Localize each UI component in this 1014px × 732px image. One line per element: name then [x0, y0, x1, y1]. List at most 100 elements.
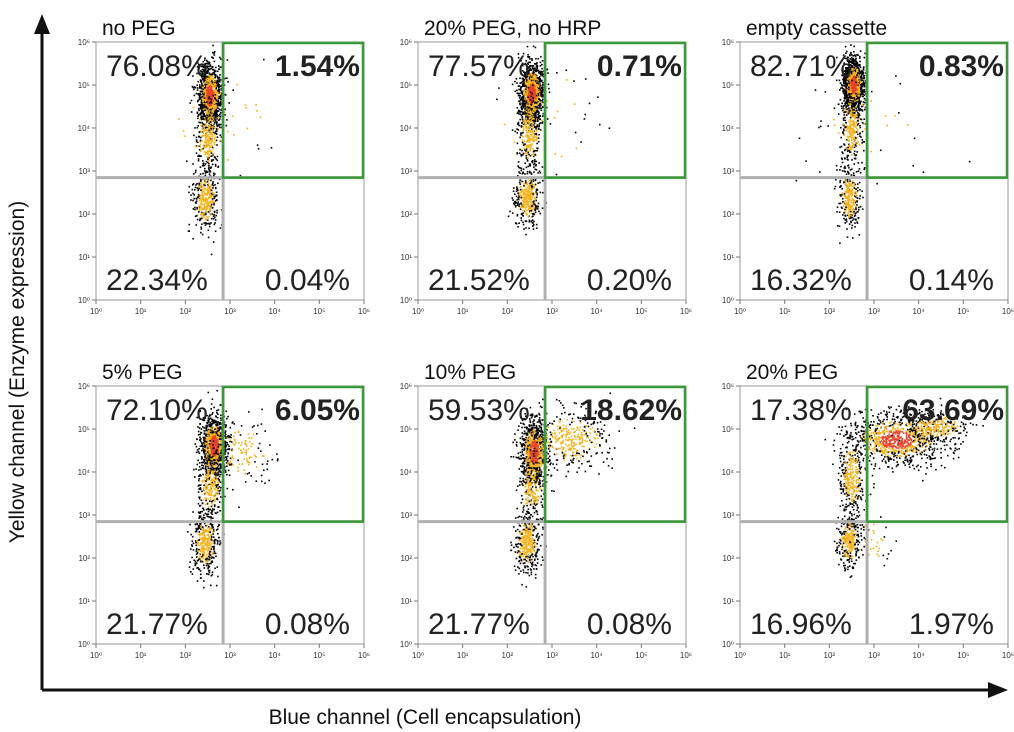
data-point [204, 63, 206, 65]
data-point [211, 120, 214, 122]
data-point [202, 115, 204, 118]
data-point [204, 139, 207, 141]
data-point [209, 186, 212, 188]
data-point [211, 137, 214, 139]
data-point [548, 87, 550, 90]
data-point [516, 128, 518, 130]
data-point [200, 87, 203, 89]
data-point [514, 130, 516, 133]
data-point [205, 137, 207, 139]
data-point [535, 108, 538, 111]
data-point [535, 119, 538, 121]
data-point [532, 97, 534, 99]
data-point [192, 173, 195, 175]
data-point [209, 209, 212, 211]
data-point [839, 89, 841, 91]
data-point [853, 67, 855, 69]
data-point [519, 82, 521, 84]
data-point [534, 183, 537, 186]
panel-title: no PEG [102, 17, 176, 40]
x-tick-label: 10⁵ [635, 307, 647, 316]
data-point [535, 87, 537, 89]
data-point [255, 103, 257, 106]
data-point [855, 62, 858, 65]
data-point [201, 212, 204, 215]
data-point [525, 181, 527, 184]
data-point [209, 115, 211, 117]
data-point [207, 118, 209, 120]
data-point [528, 123, 531, 125]
data-point [523, 81, 525, 84]
data-point [198, 98, 200, 101]
data-point [208, 107, 211, 110]
data-point [198, 199, 201, 201]
data-point [208, 169, 210, 171]
data-point [536, 139, 538, 141]
data-point [206, 107, 209, 110]
data-point [537, 140, 540, 143]
data-point [529, 118, 532, 121]
data-point [207, 211, 210, 213]
data-point [535, 160, 537, 163]
data-point [531, 215, 534, 218]
data-point [210, 115, 212, 117]
data-point [524, 100, 526, 103]
y-tick-label: 10⁰ [722, 296, 734, 305]
data-point [205, 72, 207, 75]
data-point [538, 210, 540, 213]
data-point [524, 73, 527, 76]
data-point [530, 72, 533, 74]
quadrant-upper-left: 77.57% [428, 50, 530, 83]
data-point [526, 104, 528, 106]
data-point [528, 70, 530, 73]
data-point [527, 165, 529, 168]
data-point [199, 84, 201, 86]
data-point [220, 136, 223, 138]
data-point [203, 77, 205, 80]
data-point [531, 205, 533, 207]
data-point [843, 98, 846, 100]
data-point [525, 88, 527, 90]
data-point [211, 138, 213, 141]
data-point [540, 109, 543, 112]
data-point [538, 124, 540, 127]
data-point [532, 126, 534, 128]
data-point [204, 167, 206, 170]
data-point [527, 85, 530, 87]
data-point [200, 110, 203, 112]
data-point [529, 92, 531, 94]
data-point [522, 128, 525, 130]
data-point [192, 75, 194, 77]
x-tick-label: 10² [824, 307, 836, 316]
data-point [214, 138, 216, 140]
data-point [547, 72, 549, 74]
data-point [521, 105, 523, 107]
scatter-points [496, 45, 611, 236]
data-point [205, 206, 208, 208]
data-point [211, 131, 213, 134]
data-point [533, 155, 535, 158]
data-point [574, 131, 577, 134]
data-point [526, 67, 528, 69]
data-point [853, 45, 855, 48]
data-point [534, 209, 537, 212]
data-point [217, 109, 219, 112]
data-point [211, 163, 214, 166]
data-point [213, 195, 215, 198]
data-point [518, 88, 520, 91]
data-point [212, 127, 215, 130]
data-point [211, 213, 214, 215]
data-point [214, 222, 216, 224]
data-point [531, 106, 533, 109]
quadrant-lower-right: 0.20% [587, 264, 672, 297]
data-point [527, 72, 529, 74]
data-point [209, 206, 212, 209]
data-point [205, 144, 208, 146]
data-point [523, 228, 525, 230]
data-point [518, 110, 521, 112]
data-point [213, 81, 216, 84]
scatter-points [178, 44, 273, 256]
data-point [524, 80, 527, 82]
data-point [858, 109, 861, 112]
data-point [529, 114, 532, 117]
